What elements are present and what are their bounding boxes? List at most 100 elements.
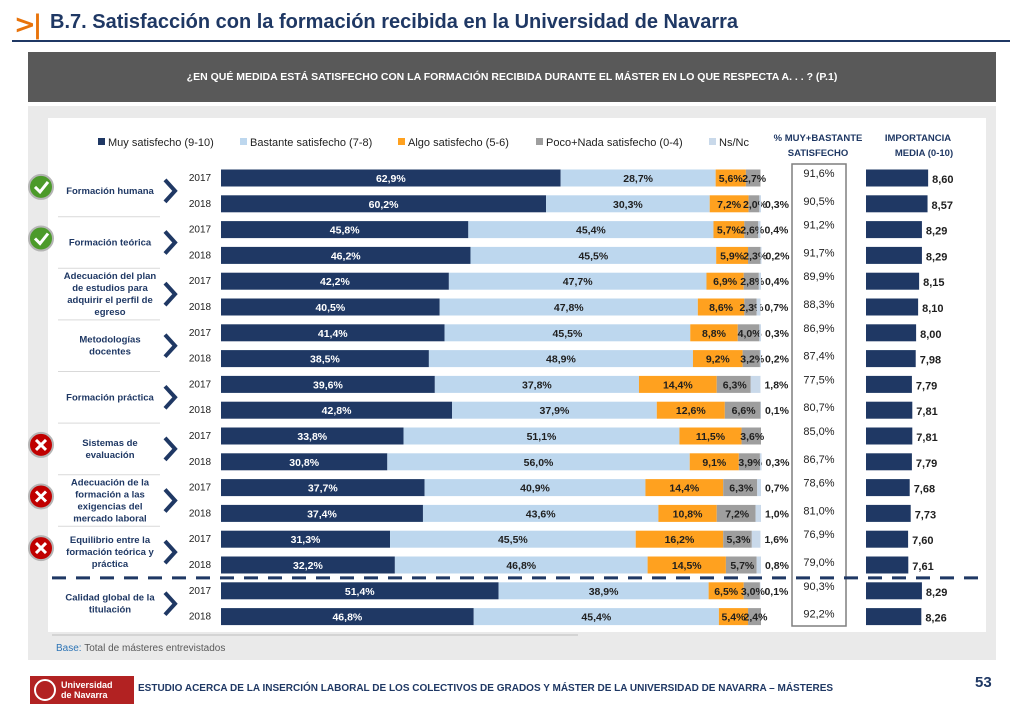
base-note: Base: Total de másteres entrevistados (56, 643, 225, 654)
bar-label-2: 47,8% (554, 302, 584, 314)
bar-label-4: 4,0% (738, 328, 763, 340)
bar-segment-3 (638, 375, 717, 393)
bar-label-3: 12,6% (676, 405, 706, 417)
legend-swatch-2 (240, 138, 247, 145)
importance-bar (866, 169, 929, 187)
bar-label-1: 62,9% (376, 173, 406, 185)
bar-label-1: 30,8% (289, 457, 319, 469)
bar-segment-5 (756, 556, 761, 574)
chevron-right-icon (163, 539, 178, 565)
year-label: 2018 (189, 199, 212, 210)
bar-segment-3 (690, 324, 738, 342)
pct-satisfied-value: 79,0% (803, 557, 834, 569)
bar-label-1: 51,4% (345, 586, 375, 598)
importance-value: 7,61 (912, 561, 933, 573)
bar-segment-3 (697, 298, 745, 316)
imp-header-line-1: IMPORTANCIA (885, 133, 951, 144)
bar-segment-1 (221, 453, 388, 471)
bar-segment-2 (394, 556, 648, 574)
bar-label-2: 28,7% (623, 173, 653, 185)
year-label: 2018 (189, 405, 212, 416)
year-label: 2017 (189, 225, 212, 236)
bar-segment-3 (709, 195, 749, 213)
bar-segment-3 (689, 453, 739, 471)
bar-label-3: 9,2% (706, 354, 731, 366)
bar-segment-4 (724, 401, 761, 419)
bar-segment-4 (744, 221, 759, 239)
bar-segment-3 (647, 556, 726, 574)
bar-segment-3 (658, 504, 717, 522)
logo-line-1: Universidad (61, 680, 113, 690)
bar-segment-3 (692, 350, 743, 368)
bar-segment-2 (439, 298, 698, 316)
pct-satisfied-value: 90,3% (803, 581, 834, 593)
bar-label-1: 60,2% (369, 199, 399, 211)
university-logo: Universidad de Navarra (30, 676, 134, 704)
pct-column-box (791, 163, 847, 627)
category-label: exigencias del (78, 502, 143, 513)
importance-bar (866, 530, 909, 548)
bar-segment-1 (221, 350, 429, 368)
bar-label-3: 14,4% (669, 483, 699, 495)
bar-label-3: 10,8% (673, 508, 703, 520)
bar-segment-5 (757, 479, 761, 497)
category-label: formación a las (75, 490, 145, 501)
bar-label-3: 8,6% (709, 302, 734, 314)
bar-label-2: 30,3% (613, 199, 643, 211)
year-label: 2017 (189, 379, 212, 390)
year-label: 2018 (189, 612, 212, 623)
legend-swatch-5 (709, 138, 716, 145)
bar-label-1: 32,2% (293, 560, 323, 572)
pct-satisfied-value: 86,7% (803, 454, 834, 466)
bar-segment-2 (428, 350, 693, 368)
year-label: 2018 (189, 354, 212, 365)
bar-segment-2 (424, 479, 646, 497)
bar-label-4: 2,0% (743, 199, 768, 211)
bar-label-5: 0,4% (764, 225, 789, 237)
importance-bar (866, 608, 922, 626)
bar-label-4: 6,3% (729, 483, 754, 495)
study-title: ESTUDIO ACERCA DE LA INSERCIÓN LABORAL D… (138, 683, 834, 694)
pct-satisfied-value: 91,7% (803, 247, 834, 259)
importance-bar (866, 479, 910, 497)
bar-label-5: 0,7% (764, 302, 789, 314)
importance-bar (866, 375, 912, 393)
importance-bar (866, 221, 922, 239)
bar-segment-4 (723, 530, 752, 548)
bar-label-1: 40,5% (315, 302, 345, 314)
bar-segment-5 (760, 246, 762, 264)
bar-segment-3 (656, 401, 725, 419)
bar-label-1: 46,8% (332, 612, 362, 624)
bar-label-2: 38,9% (589, 586, 619, 598)
category-label: Adecuación del plan (64, 271, 157, 282)
bar-label-3: 6,5% (714, 586, 739, 598)
pct-header-line-2: SATISFECHO (788, 148, 849, 159)
bar-segment-1 (221, 582, 499, 600)
bar-label-3: 16,2% (665, 534, 695, 546)
bar-segment-5 (758, 272, 761, 290)
bar-segment-2 (422, 504, 659, 522)
importance-bar (866, 556, 909, 574)
bar-label-4: 2,7% (742, 173, 767, 185)
bar-segment-2 (452, 401, 657, 419)
bar-segment-5 (750, 375, 761, 393)
check-mark-icon (33, 180, 50, 195)
bar-label-5: 0,8% (765, 560, 790, 572)
logo-line-2: de Navarra (61, 690, 108, 700)
bar-label-1: 42,8% (322, 405, 352, 417)
importance-value: 7,79 (916, 380, 937, 392)
bar-segment-1 (221, 556, 395, 574)
bar-segment-1 (221, 375, 435, 393)
bar-label-4: 3,0% (741, 586, 766, 598)
category-label: Formación práctica (66, 392, 154, 403)
bar-segment-4 (741, 427, 761, 445)
bar-segment-5 (758, 221, 761, 239)
importance-bar (866, 324, 917, 342)
year-label: 2017 (189, 534, 212, 545)
legend-swatch-4 (536, 138, 543, 145)
bar-segment-2 (448, 272, 707, 290)
base-label: Base: (56, 643, 82, 654)
question-text: ¿EN QUÉ MEDIDA ESTÁ SATISFECHO CON LA FO… (186, 71, 838, 83)
category-label: adquirir el perfil de (67, 295, 153, 306)
